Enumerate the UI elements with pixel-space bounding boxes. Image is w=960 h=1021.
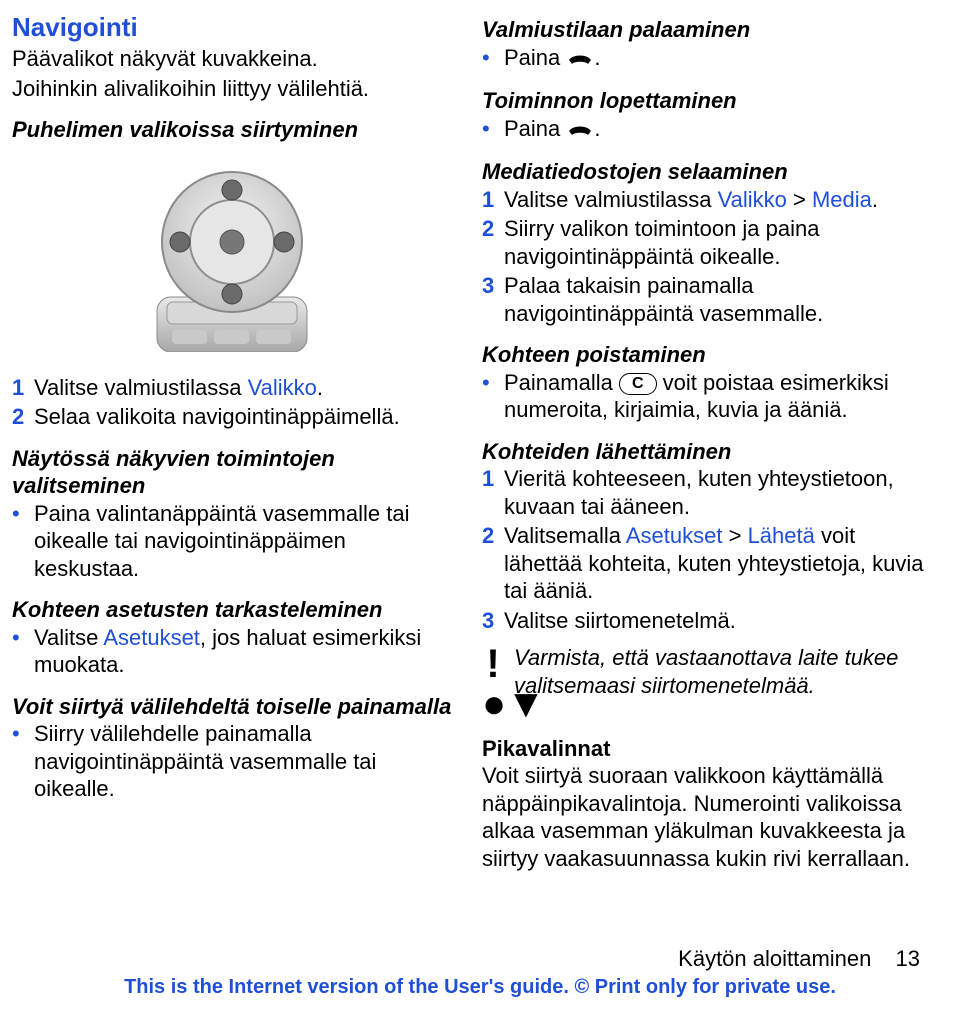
link-asetukset: Asetukset (103, 625, 200, 650)
link-valikko: Valikko (718, 187, 787, 212)
bullet-icon: • (482, 115, 504, 145)
pikavalinnat-heading: Pikavalinnat (482, 736, 930, 762)
end-call-icon (566, 46, 594, 74)
link-valikko: Valikko (248, 375, 317, 400)
section-name: Käytön aloittaminen (678, 946, 871, 971)
warning-text: Varmista, että vastaanottava laite tukee… (514, 644, 930, 724)
pikavalinnat-body: Voit siirtyä suoraan valikkoon käyttämäl… (482, 762, 930, 872)
subhead-valitseminen: Näytössä näkyvien toimintojen valitsemin… (12, 445, 452, 500)
exclamation-icon: ●▼ (482, 644, 504, 724)
left-bullet-2: • Valitse Asetukset, jos haluat esimerki… (12, 624, 452, 679)
send-step-1: 1 Vieritä kohteeseen, kuten yhteystietoo… (482, 465, 930, 520)
text: . (594, 116, 600, 141)
text: Valitse (34, 625, 103, 650)
right-column: Valmiustilaan palaaminen • Paina . Toimi… (482, 12, 930, 874)
text: Valitse valmiustilassa (504, 187, 718, 212)
text: > (787, 187, 812, 212)
left-bullet-1: • Paina valintanäppäintä vasemmalle tai … (12, 500, 452, 583)
text: . (317, 375, 323, 400)
text: Vieritä kohteeseen, kuten yhteystietoon,… (504, 465, 930, 520)
link-asetukset: Asetukset (626, 523, 723, 548)
step-number: 1 (482, 186, 504, 214)
right-step-1: 1 Valitse valmiustilassa Valikko > Media… (482, 186, 930, 214)
left-bullet-3: • Siirry välilehdelle painamalla navigoi… (12, 720, 452, 803)
link-laheta: Lähetä (748, 523, 815, 548)
text: Paina (504, 116, 566, 141)
step-number: 3 (482, 607, 504, 635)
c-key-icon: C (619, 373, 657, 395)
text: Painamalla (504, 370, 619, 395)
text: . (594, 45, 600, 70)
right-bullet-3: • Painamalla C voit poistaa esimerkiksi … (482, 369, 930, 424)
right-step-2: 2 Siirry valikon toimintoon ja paina nav… (482, 215, 930, 270)
text: Valitse siirtomenetelmä. (504, 607, 930, 635)
step-number: 3 (482, 272, 504, 327)
step-number: 2 (12, 403, 34, 431)
right-step-3: 3 Palaa takaisin painamalla navigointinä… (482, 272, 930, 327)
text: Valitse valmiustilassa (34, 375, 248, 400)
step-number: 1 (482, 465, 504, 520)
left-step-1: 1 Valitse valmiustilassa Valikko. (12, 374, 452, 402)
page-footer: Käytön aloittaminen 13 This is the Inter… (0, 946, 960, 999)
bullet-icon: • (12, 500, 34, 583)
text: . (872, 187, 878, 212)
intro-line-1: Päävalikot näkyvät kuvakkeina. (12, 45, 452, 73)
intro-line-2: Joihinkin alivalikoihin liittyy välileht… (12, 75, 452, 103)
left-column: Navigointi Päävalikot näkyvät kuvakkeina… (12, 12, 452, 874)
subhead-poistaminen: Kohteen poistaminen (482, 341, 930, 369)
warning-note: ●▼ Varmista, että vastaanottava laite tu… (482, 644, 930, 724)
step-number: 2 (482, 522, 504, 605)
right-bullet-1: • Paina . (482, 44, 930, 74)
step-number: 2 (482, 215, 504, 270)
page-number: 13 (896, 946, 920, 971)
end-call-icon (566, 117, 594, 145)
step-number: 1 (12, 374, 34, 402)
text: Paina valintanäppäintä vasemmalle tai oi… (34, 500, 452, 583)
nav-heading: Navigointi (12, 12, 452, 43)
left-step-2: 2 Selaa valikoita navigointinäppäimellä. (12, 403, 452, 431)
send-step-3: 3 Valitse siirtomenetelmä. (482, 607, 930, 635)
footer-disclaimer: This is the Internet version of the User… (0, 976, 960, 999)
subhead-media: Mediatiedostojen selaaminen (482, 158, 930, 186)
text: > (722, 523, 747, 548)
subhead-lahettaminen: Kohteiden lähettäminen (482, 438, 930, 466)
text: Siirry välilehdelle painamalla navigoint… (34, 720, 452, 803)
link-media: Media (812, 187, 872, 212)
text: Selaa valikoita navigointinäppäimellä. (34, 403, 452, 431)
send-step-2: 2 Valitsemalla Asetukset > Lähetä voit l… (482, 522, 930, 605)
subhead-valilehti: Voit siirtyä välilehdeltä toiselle paina… (12, 693, 452, 721)
subhead-valmiustila: Valmiustilaan palaaminen (482, 16, 930, 44)
subhead-siirtyminen: Puhelimen valikoissa siirtyminen (12, 116, 452, 144)
subhead-lopettaminen: Toiminnon lopettaminen (482, 87, 930, 115)
bullet-icon: • (12, 720, 34, 803)
right-bullet-2: • Paina . (482, 115, 930, 145)
bullet-icon: • (482, 369, 504, 424)
bullet-icon: • (482, 44, 504, 74)
text: Valitsemalla (504, 523, 626, 548)
text: Paina (504, 45, 566, 70)
bullet-icon: • (12, 624, 34, 679)
subhead-tarkasteleminen: Kohteen asetusten tarkasteleminen (12, 596, 452, 624)
text: Siirry valikon toimintoon ja paina navig… (504, 215, 930, 270)
text: Palaa takaisin painamalla navigointinäpp… (504, 272, 930, 327)
phone-navkey-illustration (12, 162, 452, 352)
